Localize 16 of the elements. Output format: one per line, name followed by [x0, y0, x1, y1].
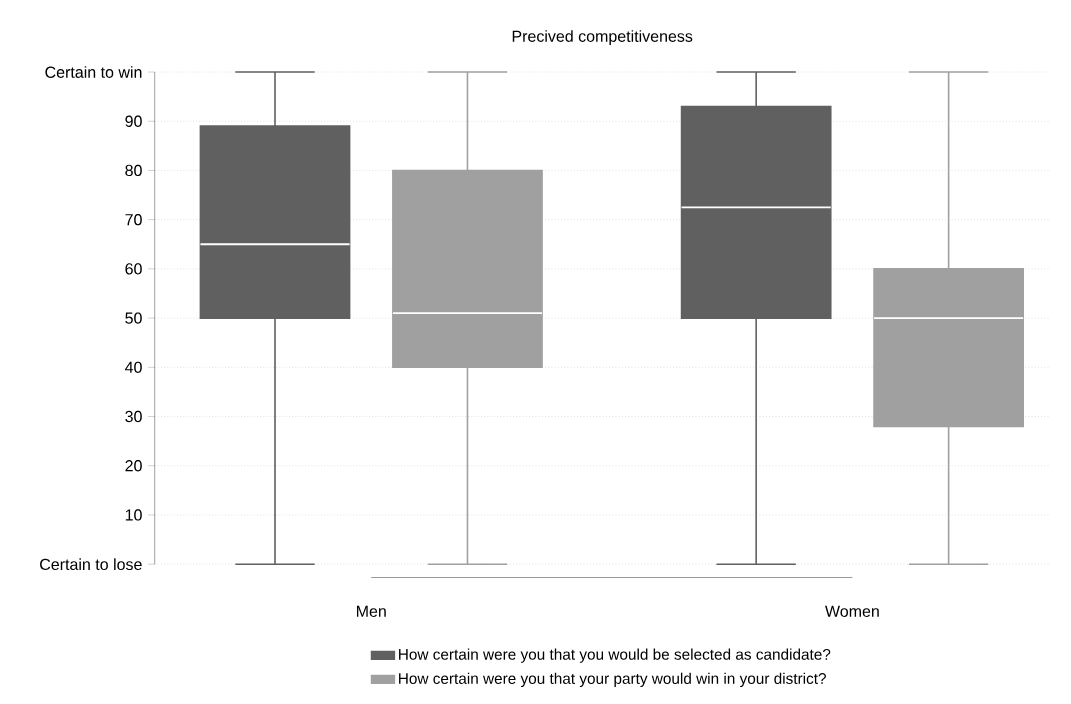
y-tick-label: Certain to win	[45, 66, 142, 78]
y-tick-label: 70	[125, 213, 142, 226]
y-tick-label: 90	[125, 115, 142, 127]
y-tick-label: Certain to lose	[40, 558, 142, 570]
y-tick-label: 80	[125, 164, 142, 176]
x-tick-label: Men	[356, 605, 386, 617]
y-tick-label: 50	[125, 312, 142, 324]
legend-label: How certain were you that your party would win in your district?	[399, 672, 826, 687]
y-tick-label: 20	[125, 459, 142, 472]
chart-title: Precived competitiveness	[512, 30, 693, 45]
legend-label: How certain were you that you would be selected as candidate?	[399, 648, 831, 663]
y-tick-label: 10	[125, 509, 142, 521]
y-tick-label: 30	[125, 410, 142, 423]
y-tick-label: 60	[125, 263, 142, 275]
x-tick-label: Women	[825, 605, 879, 617]
y-tick-label: 40	[125, 361, 142, 373]
